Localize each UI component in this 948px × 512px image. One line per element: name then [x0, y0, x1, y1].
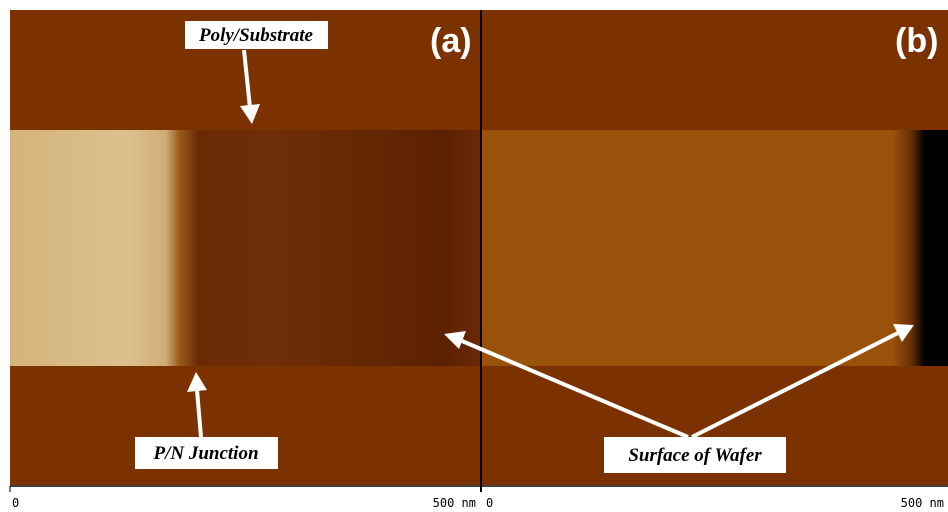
- arrow: [691, 331, 899, 439]
- arrowhead: [893, 324, 914, 342]
- note: Surface of Wafer: [628, 445, 762, 466]
- scale-start: 0: [486, 496, 493, 510]
- arrowhead: [240, 104, 260, 124]
- arrowhead: [187, 372, 207, 392]
- scale-end: 500 nm: [901, 496, 944, 510]
- panel-a: (a): [10, 10, 481, 485]
- scan-image: [482, 130, 948, 366]
- note-box: [604, 437, 786, 473]
- note-box: [185, 21, 328, 49]
- panel-label: (b): [895, 22, 938, 60]
- arrow: [195, 389, 203, 438]
- arrow: [242, 49, 252, 109]
- arrowhead: [444, 331, 466, 349]
- note-box: [135, 437, 278, 469]
- scale-start: 0: [12, 496, 19, 510]
- note: Poly/Substrate: [198, 25, 314, 46]
- arrow: [461, 339, 689, 439]
- arrows: [187, 49, 914, 439]
- panel-label: (a): [430, 22, 472, 60]
- panel-b: (b): [482, 10, 948, 485]
- note: P/N Junction: [152, 443, 258, 464]
- scale-end: 500 nm: [433, 496, 476, 510]
- scan-image: [10, 130, 481, 366]
